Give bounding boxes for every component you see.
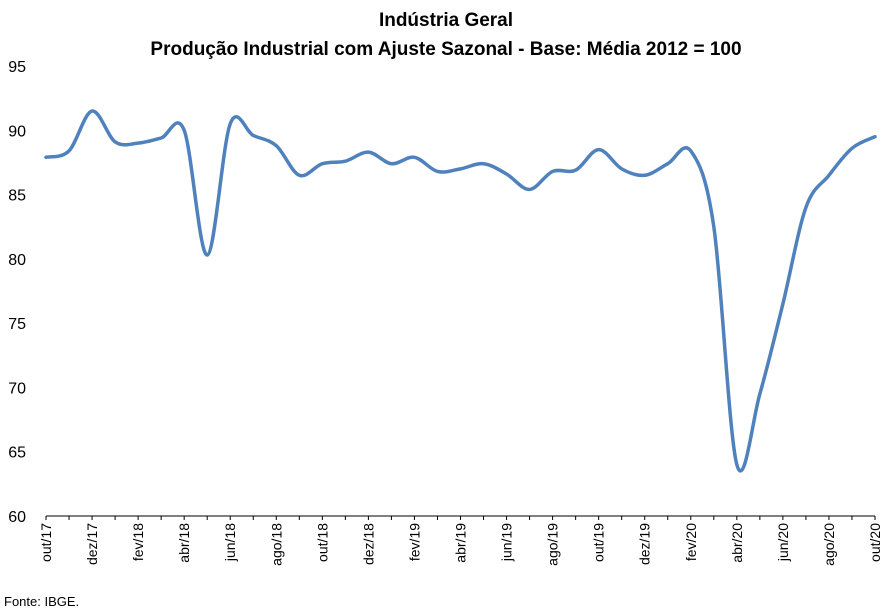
data-point [735,463,739,467]
data-point [389,162,393,166]
x-tick-label: fev/19 [406,523,422,561]
data-point [205,253,209,257]
y-tick-label: 60 [8,509,26,526]
data-point [459,167,463,171]
x-tick-label: jun/20 [775,523,791,562]
y-tick-label: 85 [8,188,26,205]
y-tick-label: 65 [8,445,26,462]
series-line [44,109,877,473]
source-note: Fonte: IBGE. [4,594,80,609]
data-point [182,128,186,132]
data-point [827,173,831,177]
data-point [781,302,785,306]
data-point [412,155,416,159]
data-point [274,144,278,148]
series-group [44,109,877,473]
data-point [643,173,647,177]
data-point [528,187,532,191]
x-tick-label: out/17 [38,523,54,562]
data-point [113,140,117,144]
data-point [574,168,578,172]
y-tick-label: 95 [8,59,26,76]
data-point [666,162,670,166]
data-point [136,141,140,145]
chart-title: Indústria Geral [379,10,513,31]
data-point [597,148,601,152]
x-tick-label: out/20 [867,523,883,562]
data-point [505,172,509,176]
chart-subtitle: Produção Industrial com Ajuste Sazonal -… [150,39,741,60]
y-axis: 60 65 70 75 80 85 90 95 [8,59,26,526]
x-tick-label: dez/17 [84,523,100,565]
data-point [90,109,94,113]
x-tick-label: fev/20 [683,523,699,561]
x-tick-label: fev/18 [130,523,146,561]
data-point [620,167,624,171]
x-tick-label: out/18 [314,523,330,562]
x-axis: out/17 dez/17 fev/18 abr/18 jun/18 ago/18 out/… [38,515,883,566]
data-point [435,169,439,173]
data-point [482,162,486,166]
data-point [159,136,163,140]
y-tick-label: 70 [8,380,26,397]
data-point [228,122,232,126]
data-point [251,133,255,137]
x-tick-label: jun/18 [222,523,238,562]
data-point [320,162,324,166]
x-tick-label: dez/19 [637,523,653,565]
data-point [804,205,808,209]
x-tick-label: abr/19 [453,523,469,563]
y-tick-label: 80 [8,252,26,269]
x-tick-label: out/19 [591,523,607,562]
y-tick-label: 90 [8,123,26,140]
y-tick-label: 75 [8,316,26,333]
data-point [873,135,877,139]
data-point [712,225,716,229]
data-point [297,173,301,177]
data-point [689,149,693,153]
x-tick-label: ago/18 [268,523,284,566]
x-tick-label: dez/18 [360,523,376,565]
x-tick-label: ago/20 [821,523,837,566]
x-tick-label: abr/20 [729,523,745,563]
x-tick-label: ago/19 [545,523,561,566]
x-tick-label: abr/18 [176,523,192,563]
data-point [67,149,71,153]
data-point [850,146,854,150]
data-point [343,159,347,163]
data-point [44,155,48,159]
x-tick-label: jun/19 [499,523,515,562]
data-point [758,392,762,396]
data-point [366,150,370,154]
data-point [551,169,555,173]
